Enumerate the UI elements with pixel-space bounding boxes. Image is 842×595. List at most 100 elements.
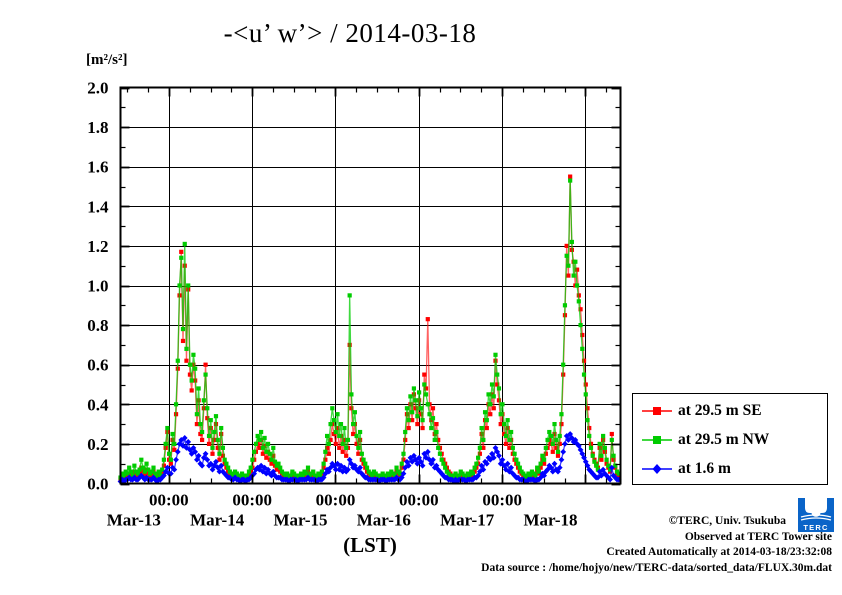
data-point bbox=[417, 390, 422, 395]
data-point bbox=[156, 469, 161, 474]
data-point bbox=[580, 332, 585, 338]
data-point bbox=[566, 263, 571, 268]
data-point bbox=[486, 392, 491, 397]
data-point bbox=[305, 465, 311, 470]
data-point bbox=[163, 441, 168, 446]
data-point bbox=[533, 473, 538, 478]
data-point bbox=[568, 178, 573, 183]
data-point bbox=[161, 472, 167, 479]
data-point bbox=[557, 433, 562, 439]
data-point bbox=[344, 453, 349, 458]
data-point bbox=[599, 457, 604, 462]
data-point bbox=[341, 464, 348, 471]
data-point bbox=[443, 474, 450, 481]
x-tick-time-label: 00:00 bbox=[232, 491, 272, 510]
data-point bbox=[143, 474, 150, 481]
data-point bbox=[175, 358, 180, 363]
data-point bbox=[559, 422, 564, 427]
data-point bbox=[261, 464, 268, 471]
data-point bbox=[489, 450, 495, 457]
data-point bbox=[514, 457, 519, 462]
data-point bbox=[340, 441, 345, 446]
legend-symbol-series-1 bbox=[642, 436, 672, 444]
data-point bbox=[335, 425, 340, 431]
data-point bbox=[177, 283, 182, 288]
data-point bbox=[170, 431, 175, 437]
data-point bbox=[355, 468, 362, 475]
data-point bbox=[589, 470, 596, 477]
data-point bbox=[226, 465, 231, 470]
data-point bbox=[493, 352, 498, 357]
data-point bbox=[206, 441, 212, 446]
legend-item-1[interactable]: at 29.5 m NW bbox=[633, 425, 827, 455]
data-point bbox=[474, 461, 479, 466]
data-point bbox=[363, 461, 368, 466]
data-point bbox=[219, 425, 224, 431]
data-point bbox=[253, 466, 259, 473]
data-point bbox=[349, 406, 354, 411]
data-point bbox=[542, 461, 547, 466]
data-point bbox=[569, 239, 574, 245]
data-point bbox=[586, 466, 593, 473]
data-point bbox=[463, 475, 469, 480]
data-point bbox=[564, 253, 569, 258]
x-axis-caption: (LST) bbox=[343, 533, 397, 557]
data-point bbox=[184, 346, 189, 351]
data-point bbox=[194, 412, 199, 417]
data-point bbox=[184, 358, 189, 363]
data-point bbox=[410, 410, 415, 415]
footer-copyright: ©TERC, Univ. Tsukuba bbox=[668, 515, 786, 527]
data-point bbox=[285, 471, 290, 476]
y-tick-label: 2.0 bbox=[87, 79, 108, 98]
data-point bbox=[517, 465, 522, 470]
data-point bbox=[413, 398, 418, 403]
data-point bbox=[129, 476, 136, 483]
data-point bbox=[551, 460, 558, 467]
data-point bbox=[611, 457, 616, 462]
data-point bbox=[172, 447, 177, 452]
data-point bbox=[329, 460, 336, 467]
data-point bbox=[541, 472, 547, 479]
data-point bbox=[126, 474, 133, 481]
data-point bbox=[132, 463, 137, 468]
data-point bbox=[210, 445, 215, 450]
data-point bbox=[585, 418, 590, 423]
data-point bbox=[347, 293, 352, 298]
data-point bbox=[204, 456, 211, 463]
data-point bbox=[259, 468, 266, 475]
x-tick-date-label: Mar-17 bbox=[440, 511, 495, 530]
data-point bbox=[203, 372, 208, 377]
data-point bbox=[495, 382, 500, 387]
data-point bbox=[601, 433, 606, 439]
data-point bbox=[401, 457, 406, 462]
legend-item-2[interactable]: at 1.6 m bbox=[633, 454, 827, 484]
data-point bbox=[571, 273, 576, 278]
data-point bbox=[437, 468, 443, 475]
data-point bbox=[421, 450, 428, 457]
data-point bbox=[215, 437, 220, 443]
svg-text:TERC: TERC bbox=[803, 523, 828, 532]
data-point bbox=[164, 464, 171, 471]
data-point bbox=[271, 453, 276, 458]
legend-item-0[interactable]: at 29.5 m SE bbox=[633, 396, 827, 426]
data-point bbox=[498, 422, 503, 427]
data-point bbox=[324, 445, 330, 450]
data-point bbox=[430, 416, 436, 421]
data-point bbox=[323, 457, 328, 462]
y-tick-label: 0.6 bbox=[87, 356, 108, 375]
legend-label-2: at 1.6 m bbox=[678, 460, 731, 477]
data-point bbox=[195, 452, 202, 459]
data-point bbox=[211, 462, 218, 469]
data-point bbox=[337, 445, 342, 450]
data-point bbox=[333, 441, 338, 446]
data-point bbox=[276, 461, 281, 466]
data-point bbox=[264, 455, 269, 460]
data-point bbox=[499, 456, 506, 463]
data-point bbox=[320, 474, 327, 481]
data-point bbox=[419, 462, 426, 469]
data-point bbox=[262, 435, 267, 441]
data-point bbox=[602, 445, 607, 450]
data-point bbox=[220, 453, 226, 458]
data-point bbox=[434, 422, 439, 427]
data-point bbox=[359, 451, 364, 456]
